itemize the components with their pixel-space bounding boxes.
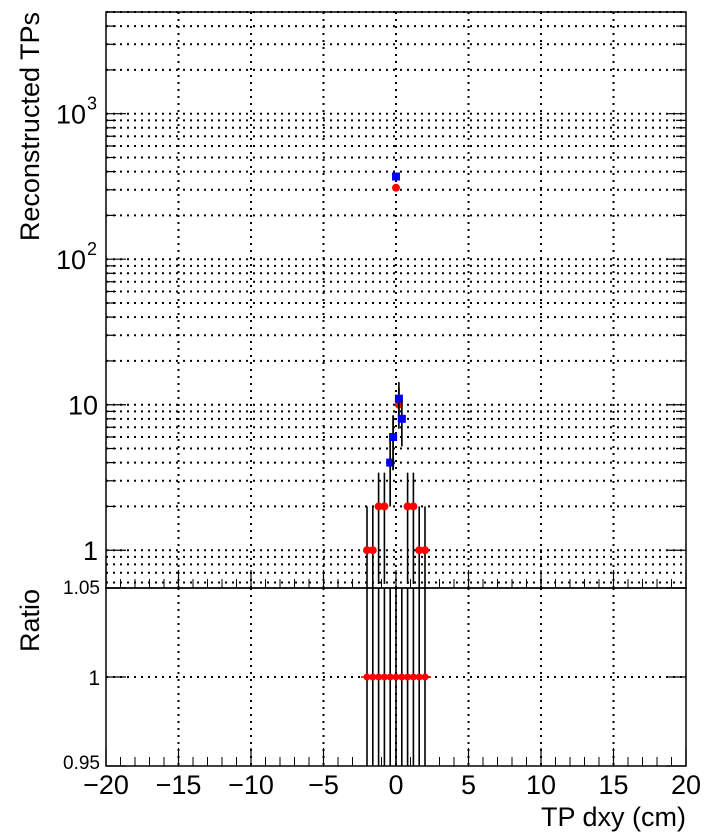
y-tick-exponent: 3 [87, 94, 97, 114]
data-point [421, 673, 429, 681]
main-series [363, 172, 429, 588]
data-point [415, 546, 424, 555]
data-point [368, 546, 377, 555]
data-point [394, 394, 403, 403]
data-point [397, 414, 406, 423]
data-point [409, 502, 418, 511]
data-point [403, 502, 412, 511]
ratio-series [361, 588, 431, 766]
y-tick-exponent: 2 [87, 239, 97, 259]
x-axis-label: TP dxy (cm) [541, 802, 686, 832]
x-tick-label: 10 [526, 770, 556, 800]
x-tick-label: 0 [388, 770, 403, 800]
x-tick-label: −20 [83, 770, 129, 800]
ratio-y-tick-labels: 0.95 1 1.05 [63, 578, 100, 774]
x-tick-label: 5 [461, 770, 476, 800]
data-point [386, 458, 395, 467]
main-grid [106, 11, 686, 588]
data-point [389, 432, 398, 441]
data-point [363, 546, 371, 555]
y-tick-label: 1 [88, 667, 100, 690]
ratio-y-axis-label: Ratio [15, 589, 45, 652]
ratio-panel: 0.95 1 1.05 −20 −15 −10 −5 0 5 10 15 20 Ratio TP d… [15, 578, 701, 832]
data-point [374, 502, 383, 511]
x-tick-labels: −20 −15 −10 −5 0 5 10 15 20 [83, 770, 701, 800]
y-tick-label: 0.95 [63, 753, 100, 774]
y-tick-label: 1 [83, 536, 98, 566]
data-point [380, 502, 389, 511]
y-tick-label: 10 [56, 245, 86, 275]
data-point [392, 172, 400, 181]
x-tick-label: 15 [598, 770, 628, 800]
data-point [421, 546, 429, 555]
main-y-axis-label: Reconstructed TPs [15, 12, 45, 241]
x-tick-label: −5 [308, 770, 339, 800]
x-tick-label: −15 [156, 770, 202, 800]
x-tick-label: −10 [228, 770, 274, 800]
y-tick-label: 10 [56, 100, 86, 130]
x-tick-label: 20 [671, 770, 701, 800]
data-point [392, 183, 400, 192]
y-tick-label: 10 [68, 391, 98, 421]
y-tick-label: 1.05 [63, 578, 100, 599]
ratio-frame [105, 587, 687, 767]
